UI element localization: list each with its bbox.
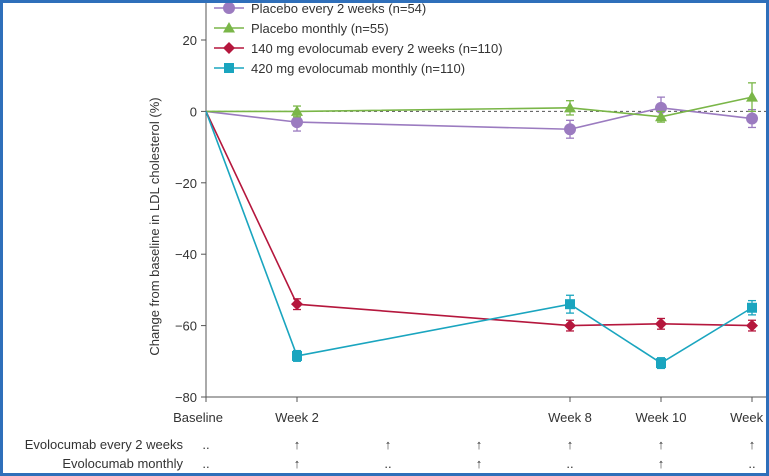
schedule-mark: .. — [566, 456, 573, 471]
series-diamond — [205, 111, 758, 332]
x-tick-label: Week 2 — [275, 410, 319, 425]
schedule-mark: ↑ — [658, 456, 665, 471]
series-line — [205, 111, 753, 365]
y-tick-label: −60 — [175, 319, 197, 334]
data-point — [291, 298, 303, 311]
series-line — [205, 111, 753, 327]
legend-marker — [223, 42, 235, 54]
schedule-mark: ↑ — [385, 437, 392, 452]
data-point — [656, 358, 666, 369]
data-point — [746, 319, 758, 332]
data-point — [291, 116, 303, 129]
line-chart: 20 0 −20 −40 −60 −80 Change from baseline in L… — [25, 3, 766, 471]
legend-marker — [223, 3, 235, 14]
series-square — [205, 111, 757, 370]
legend-label: 420 mg evolocumab monthly (n=110) — [251, 61, 465, 76]
y-axis-label: Change from baseline in LDL cholesterol … — [147, 97, 162, 355]
schedule-mark: ↑ — [749, 437, 756, 452]
schedule-mark: .. — [202, 456, 209, 471]
data-point — [747, 302, 757, 313]
data-point — [291, 105, 303, 116]
schedule-mark: .. — [748, 456, 755, 471]
data-point — [564, 101, 576, 113]
data-point — [746, 91, 758, 102]
x-tick-label: Baseline — [173, 410, 223, 425]
y-tick-label: 20 — [183, 33, 197, 48]
schedule-mark: ↑ — [658, 437, 665, 452]
y-tick-label: 0 — [190, 104, 197, 119]
data-point — [655, 317, 667, 330]
x-tick-label: Week 1 — [730, 410, 766, 425]
legend-label: 140 mg evolocumab every 2 weeks (n=110) — [251, 41, 503, 56]
x-tick-label: Week 10 — [635, 410, 686, 425]
series-circle — [205, 96, 758, 139]
legend-entry: 420 mg evolocumab monthly (n=110) — [214, 61, 465, 76]
schedule-mark: ↑ — [476, 437, 483, 452]
schedule-row-label: Evolocumab monthly — [62, 456, 183, 471]
legend-label: Placebo every 2 weeks (n=54) — [251, 3, 426, 16]
schedule-mark: ↑ — [567, 437, 574, 452]
legend-marker — [224, 63, 234, 73]
data-point — [564, 123, 576, 136]
schedule-mark: ↑ — [294, 437, 301, 452]
schedule-mark: .. — [384, 456, 391, 471]
schedule-row-label: Evolocumab every 2 weeks — [25, 437, 184, 452]
data-point — [564, 319, 576, 332]
y-tick-label: −80 — [175, 390, 197, 405]
schedule-mark: ↑ — [476, 456, 483, 471]
y-tick-label: −40 — [175, 247, 197, 262]
x-tick-label: Week 8 — [548, 410, 592, 425]
data-point — [655, 110, 667, 122]
series-triangle — [206, 82, 758, 123]
schedule-mark: ↑ — [294, 456, 301, 471]
data-point — [292, 350, 302, 361]
data-point — [746, 112, 758, 125]
legend-marker — [223, 22, 235, 33]
y-tick-label: −20 — [175, 176, 197, 191]
legend-entry: Placebo monthly (n=55) — [214, 21, 389, 36]
legend-entry: Placebo every 2 weeks (n=54) — [214, 3, 426, 16]
legend-label: Placebo monthly (n=55) — [251, 21, 389, 36]
legend-entry: 140 mg evolocumab every 2 weeks (n=110) — [214, 41, 503, 56]
schedule-mark: .. — [202, 437, 209, 452]
series-line — [206, 96, 753, 118]
data-point — [565, 299, 575, 310]
